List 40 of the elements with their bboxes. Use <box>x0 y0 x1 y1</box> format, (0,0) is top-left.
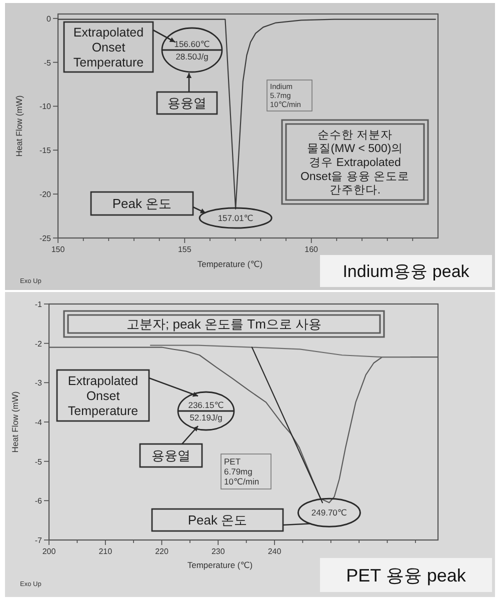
y-tick-label: -10 <box>39 102 52 112</box>
annotation: 순수한 저분자 물질(MW < 500)의 경우 Extrapolated Onset을 용융 온도로 간주한다. <box>300 129 410 197</box>
y-tick-label: 0 <box>46 14 52 24</box>
x-tick-label: 200 <box>42 547 56 556</box>
annotation: 고분자; peak 온도를 Tm으로 사용 <box>126 316 322 332</box>
x-tick-label: 240 <box>268 547 282 556</box>
annotation: 156.60℃ 28.50J/g <box>174 39 210 62</box>
y-tick-label: -20 <box>39 190 52 200</box>
y-tick-label: -1 <box>34 300 43 309</box>
annotation: Peak 온도 <box>188 512 248 528</box>
x-tick-label: 155 <box>178 245 192 254</box>
y-tick-label: -3 <box>34 378 43 388</box>
annotation: Peak 온도 <box>112 196 172 212</box>
x-tick-label: 230 <box>211 547 226 556</box>
annotation: 157.01℃ <box>218 212 254 223</box>
annotation: 236.15℃ 52.19J/g <box>188 400 224 422</box>
annotation: 249.70℃ <box>311 508 347 518</box>
text: PET 용융 peak <box>346 565 467 586</box>
y-tick-label: -2 <box>34 339 43 348</box>
y-tick-label: -15 <box>39 146 52 156</box>
x-tick-label: 210 <box>98 547 113 556</box>
y-axis-title: Heat Flow (mW) <box>10 391 20 453</box>
x-tick-label: 150 <box>51 245 66 254</box>
annotation: 용융열 <box>152 448 190 464</box>
y-tick-label: -25 <box>39 234 52 243</box>
y-axis-title: Heat Flow (mW) <box>14 95 24 157</box>
x-tick-label: 220 <box>155 547 169 556</box>
x-axis-title: Temperature (℃) <box>187 560 253 570</box>
annotation: 용융열 <box>168 96 206 111</box>
y-tick-label: -6 <box>34 496 43 506</box>
y-tick-label: -4 <box>34 418 43 427</box>
annotation: Extrapolated Onset Temperature <box>73 25 144 70</box>
y-tick-label: -7 <box>34 536 43 545</box>
text: Indium용융 peak <box>342 262 470 281</box>
y-tick-label: -5 <box>34 457 43 466</box>
annotation: PET 6.79mg 10℃/min <box>224 456 260 487</box>
y-tick-label: -5 <box>44 58 52 68</box>
x-tick-label: 160 <box>304 245 319 254</box>
x-axis-title: Temperature (℃) <box>197 259 263 269</box>
annotation: Extrapolated Onset Temperature <box>68 374 138 418</box>
